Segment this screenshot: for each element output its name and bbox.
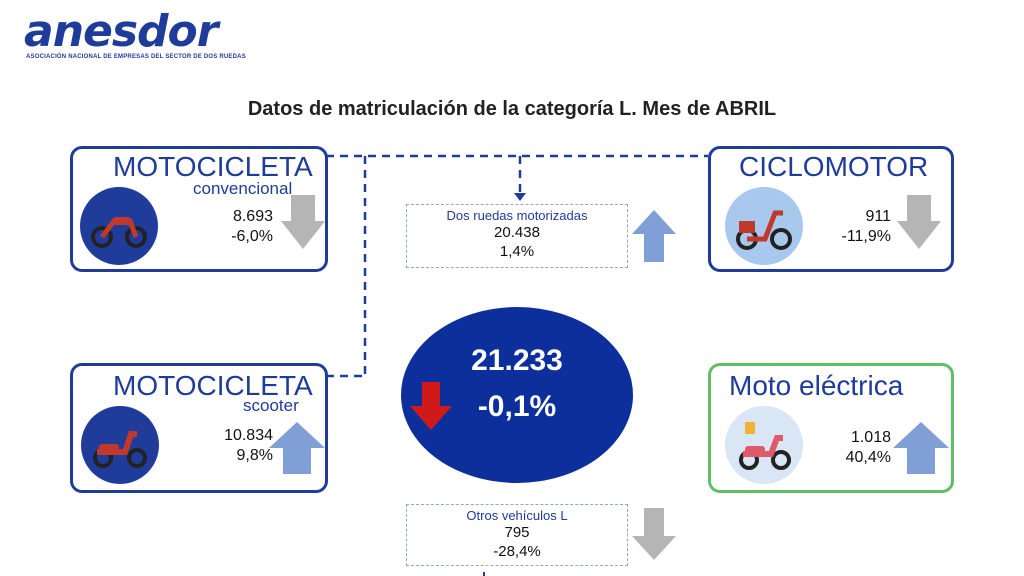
card-value: 1.018 (850, 429, 891, 446)
card-moto-scooter: MOTOCICLETA scooter 10.834 9,8% (70, 363, 328, 493)
scooter-icon (81, 406, 159, 484)
card-change: -6,0% (231, 228, 273, 245)
motorcycle-icon (80, 187, 158, 265)
up-arrow-icon (632, 210, 676, 262)
card-title: CICLOMOTOR (739, 151, 929, 182)
anesdor-logo: anesdor (24, 6, 218, 57)
total-value: 21.233 (471, 344, 563, 377)
card-subtitle: scooter (243, 396, 299, 415)
box-label: Dos ruedas motorizadas (446, 208, 588, 223)
up-arrow-icon (893, 422, 949, 474)
down-arrow-icon (281, 195, 325, 249)
card-value: 911 (865, 208, 891, 225)
card-ciclomotor: CICLOMOTOR 911 -11,9% (708, 146, 954, 272)
down-arrow-icon (897, 195, 941, 249)
card-moto-convencional: MOTOCICLETA convencional 8.693 -6,0% (70, 146, 328, 272)
box-change: 1,4% (499, 243, 535, 260)
electric-scooter-icon (725, 406, 803, 484)
box-value: 795 (504, 524, 530, 541)
box-label: Otros vehículos L (466, 508, 568, 523)
down-arrow-icon (410, 382, 452, 430)
card-title: MOTOCICLETA (113, 370, 313, 401)
down-arrow-icon (632, 508, 676, 560)
box-dos-ruedas: Dos ruedas motorizadas 20.438 1,4% (406, 204, 628, 268)
total-change: -0,1% (477, 390, 557, 423)
card-change: -11,9% (841, 228, 891, 245)
card-change: 40,4% (845, 449, 891, 466)
card-change: 9,8% (236, 447, 273, 464)
box-change: -28,4% (493, 543, 541, 560)
card-moto-electrica: Moto eléctrica 1.018 40,4% (708, 363, 954, 493)
card-subtitle: convencional (193, 179, 293, 198)
card-value: 8.693 (232, 208, 273, 225)
card-title: Moto eléctrica (729, 370, 904, 401)
box-value: 20.438 (494, 224, 540, 241)
card-value: 10.834 (224, 427, 273, 444)
logo-tagline: ASOCIACIÓN NACIONAL DE EMPRESAS DEL SECT… (26, 54, 246, 60)
page-title: Datos de matriculación de la categoría L… (247, 98, 777, 120)
moped-icon (725, 187, 803, 265)
up-arrow-icon (269, 422, 325, 474)
card-title: MOTOCICLETA (113, 151, 313, 182)
box-otros: Otros vehículos L 795 -28,4% (406, 504, 628, 566)
